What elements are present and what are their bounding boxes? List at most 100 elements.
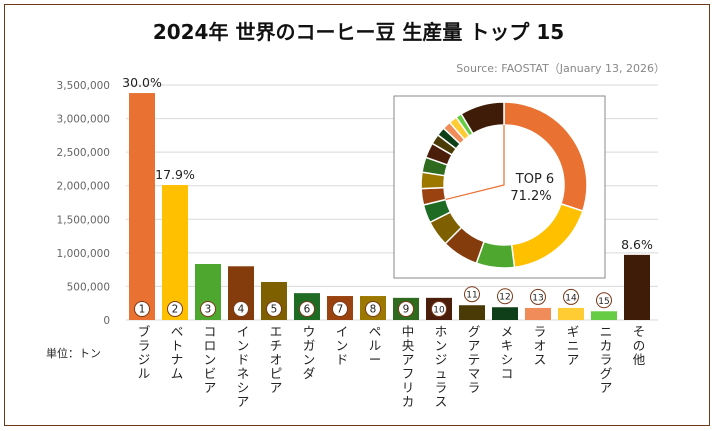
x-tick-char: ア bbox=[270, 380, 283, 395]
y-tick-label: 1,500,000 bbox=[57, 214, 110, 226]
x-tick-char: ラ bbox=[435, 380, 448, 395]
donut-center-value: 71.2% bbox=[510, 189, 551, 204]
x-tick-char: ホ bbox=[435, 324, 448, 339]
x-tick-char: チ bbox=[270, 338, 283, 353]
data-label: 17.9% bbox=[155, 167, 195, 182]
x-tick-char: ト bbox=[171, 338, 184, 353]
data-label: 8.6% bbox=[621, 237, 653, 252]
x-tick-char: ピ bbox=[270, 366, 283, 381]
x-tick-char: ア bbox=[567, 352, 580, 367]
x-tick-char: ラ bbox=[600, 352, 613, 367]
x-tick-char: ア bbox=[600, 380, 613, 395]
rank-label: 1 bbox=[139, 304, 146, 316]
rank-badge bbox=[167, 301, 183, 317]
top6-marker bbox=[445, 125, 505, 201]
x-tick-char: ジ bbox=[435, 352, 448, 367]
x-tick-char: リ bbox=[402, 380, 415, 395]
rank-label: 15 bbox=[598, 297, 609, 307]
rank-label: 12 bbox=[499, 293, 510, 303]
x-tick-char: そ bbox=[633, 324, 646, 339]
x-tick-char: テ bbox=[468, 352, 481, 367]
x-tick-char: ダ bbox=[303, 366, 316, 381]
x-tick-char: マ bbox=[468, 366, 481, 381]
rank-badge bbox=[332, 301, 348, 317]
x-tick-char: フ bbox=[402, 366, 415, 381]
x-tick-char: ギ bbox=[567, 324, 580, 339]
x-tick-char: ド bbox=[336, 352, 349, 367]
x-tick-char: ア bbox=[468, 338, 481, 353]
x-tick-char: ガ bbox=[303, 338, 316, 353]
x-tick-char: ブ bbox=[138, 324, 151, 339]
x-tick-char: ラ bbox=[534, 324, 547, 339]
rank-label: 11 bbox=[466, 291, 477, 301]
x-tick-char: カ bbox=[402, 394, 415, 409]
rank-badge bbox=[266, 301, 282, 317]
rank-badge bbox=[398, 301, 414, 317]
rank-label: 4 bbox=[238, 304, 245, 316]
rank-badge bbox=[233, 301, 249, 317]
rank-label: 3 bbox=[205, 304, 212, 316]
y-tick-label: 3,000,000 bbox=[57, 114, 110, 126]
x-tick-char: 他 bbox=[633, 352, 646, 367]
rank-badge bbox=[200, 301, 216, 317]
bar bbox=[558, 307, 584, 320]
rank-badge bbox=[563, 288, 579, 305]
chart-title: 2024年 世界のコーヒー豆 生産量 トップ 15 bbox=[152, 20, 565, 44]
x-tick-char: ニ bbox=[600, 324, 613, 339]
y-tick-label: 2,500,000 bbox=[57, 147, 110, 159]
donut-center-label: TOP 6 bbox=[515, 172, 554, 187]
x-tick-char: ム bbox=[171, 366, 184, 381]
x-tick-char: ー bbox=[369, 352, 382, 367]
bar bbox=[624, 254, 650, 320]
x-tick-char: ン bbox=[303, 352, 316, 367]
x-tick-char: ジ bbox=[138, 352, 151, 367]
x-tick-char: シ bbox=[501, 352, 514, 367]
x-tick-char: オ bbox=[534, 338, 547, 353]
x-tick-label: ラオス bbox=[534, 324, 547, 367]
x-tick-char: ア bbox=[237, 394, 250, 409]
x-tick-char: メ bbox=[501, 324, 514, 339]
x-tick-char: ス bbox=[534, 352, 547, 367]
x-tick-char: ペ bbox=[369, 324, 382, 339]
rank-label: 6 bbox=[304, 304, 311, 316]
x-tick-char: ラ bbox=[138, 338, 151, 353]
bar bbox=[525, 307, 551, 320]
rank-badge bbox=[299, 301, 315, 317]
x-tick-char: ン bbox=[336, 338, 349, 353]
x-tick-label: インド bbox=[336, 324, 349, 367]
x-tick-char: オ bbox=[270, 352, 283, 367]
x-tick-char: ネ bbox=[237, 366, 250, 381]
x-tick-char: イ bbox=[336, 324, 349, 339]
x-tick-label: ペルー bbox=[369, 324, 382, 367]
rank-label: 5 bbox=[271, 304, 278, 316]
rank-badge bbox=[134, 301, 150, 317]
x-tick-char: カ bbox=[600, 338, 613, 353]
x-tick-char: キ bbox=[501, 338, 514, 353]
x-tick-char: コ bbox=[204, 324, 217, 339]
x-tick-char: ス bbox=[435, 394, 448, 409]
chart-source: Source: FAOSTAT（January 13, 2026） bbox=[456, 62, 665, 75]
data-label: 30.0% bbox=[122, 75, 162, 90]
y-tick-label: 1,000,000 bbox=[57, 248, 110, 260]
x-tick-char: ン bbox=[204, 352, 217, 367]
x-tick-char: ル bbox=[369, 338, 382, 353]
x-tick-char: エ bbox=[270, 324, 283, 339]
rank-label: 14 bbox=[565, 293, 577, 303]
rank-badge bbox=[431, 301, 447, 317]
x-tick-char: ア bbox=[204, 380, 217, 395]
x-tick-char: ン bbox=[237, 338, 250, 353]
rank-label: 8 bbox=[370, 304, 377, 316]
x-tick-char: ベ bbox=[171, 324, 184, 339]
x-tick-label: ギニア bbox=[567, 324, 580, 367]
x-tick-char: ル bbox=[138, 366, 151, 381]
rank-badge bbox=[365, 301, 381, 317]
x-tick-char: の bbox=[633, 338, 646, 353]
y-tick-label: 2,000,000 bbox=[57, 181, 110, 193]
